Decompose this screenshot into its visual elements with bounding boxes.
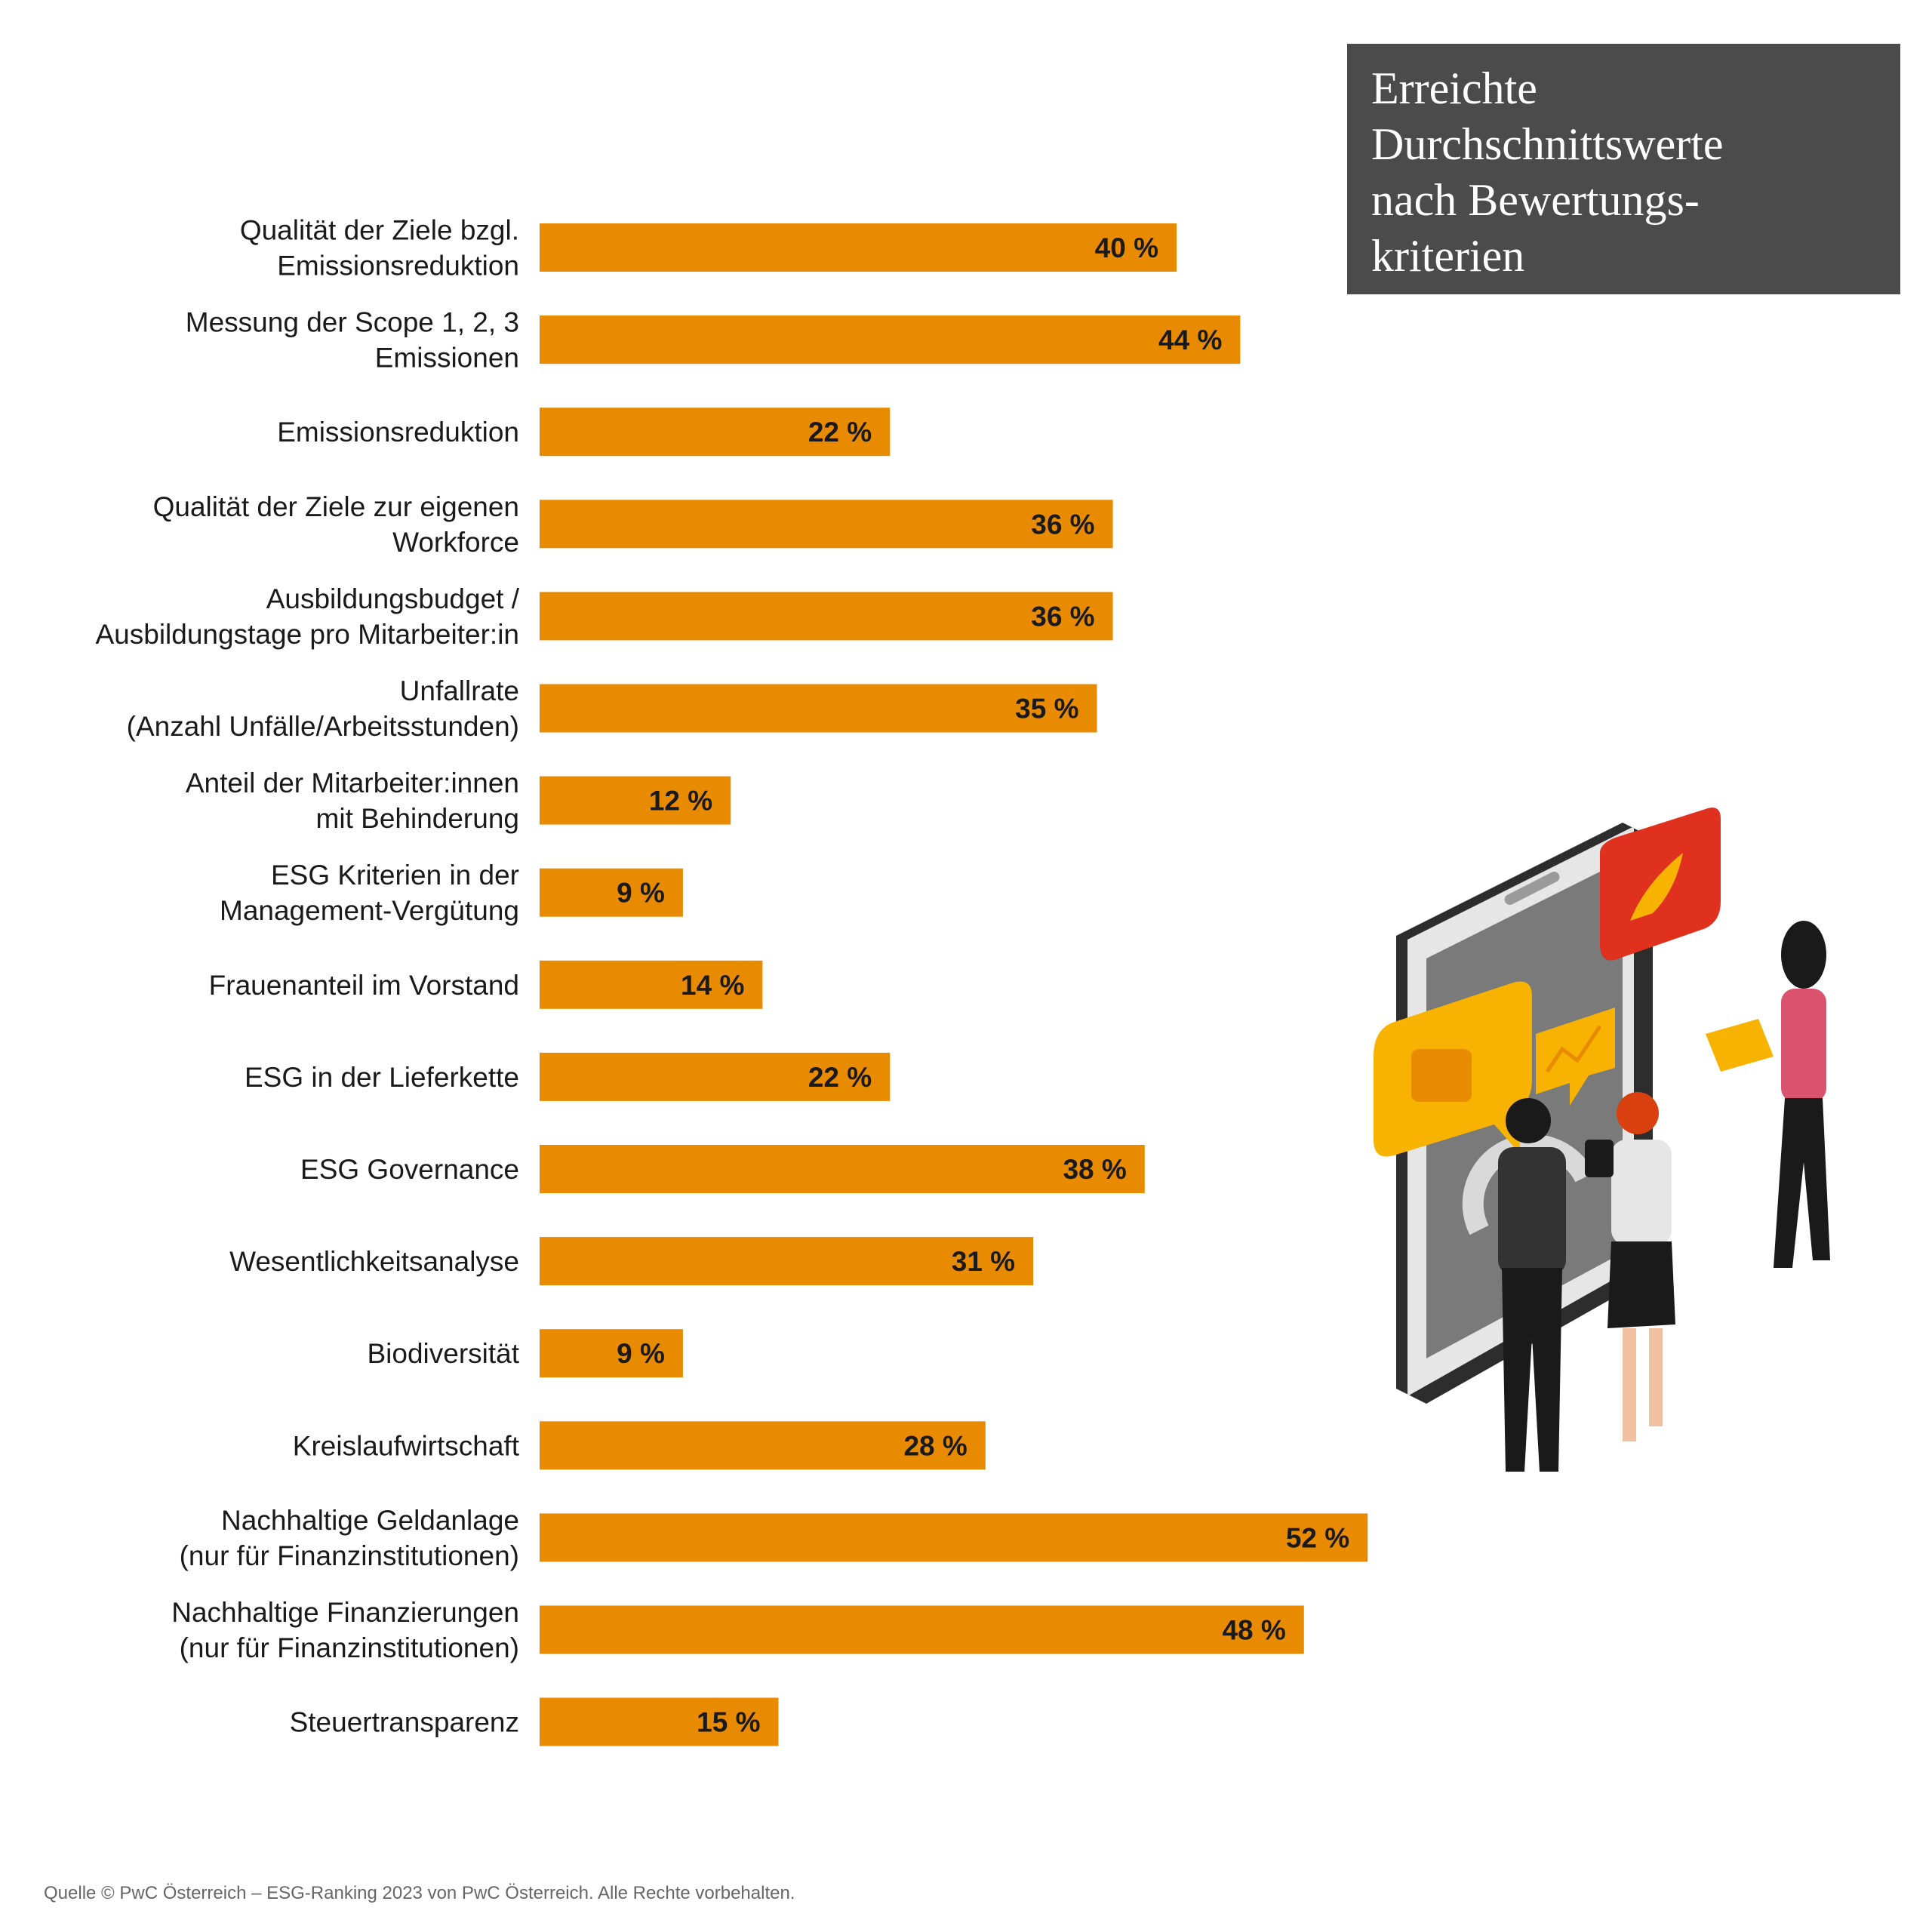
bar-2: [540, 315, 1241, 365]
value-label-8: 9 %: [617, 878, 665, 909]
bird-bubble-icon: [1600, 808, 1721, 961]
category-label-5-line-1: Ausbildungsbudget /: [266, 583, 520, 614]
value-label-2: 44 %: [1158, 325, 1222, 355]
value-label-17: 15 %: [697, 1707, 760, 1738]
bar-11: [540, 1145, 1145, 1193]
bar-12: [540, 1237, 1034, 1286]
bar-16: [540, 1605, 1304, 1654]
value-label-4: 36 %: [1031, 509, 1094, 540]
category-label-2-line-2: Emissionen: [375, 343, 519, 374]
value-label-9: 14 %: [681, 970, 744, 1001]
title-line-1: Erreichte: [1371, 63, 1537, 113]
category-label-3-line-1: Emissionsreduktion: [277, 417, 519, 448]
category-label-15-line-2: (nur für Finanzinstitutionen): [180, 1540, 519, 1571]
category-label-10-line-1: ESG in der Lieferkette: [245, 1062, 519, 1093]
bar-4: [540, 500, 1113, 549]
value-label-14: 28 %: [903, 1430, 967, 1461]
category-label-6-line-2: (Anzahl Unfälle/Arbeitsstunden): [127, 711, 519, 742]
category-label-14-line-1: Kreislaufwirtschaft: [293, 1430, 520, 1461]
title-line-2: Durchschnittswerte: [1371, 119, 1724, 169]
bar-15: [540, 1513, 1368, 1562]
category-label-1-line-2: Emissionsreduktion: [277, 251, 519, 281]
bar-14: [540, 1421, 986, 1470]
category-label-2-line-1: Messung der Scope 1, 2, 3: [186, 307, 519, 338]
value-label-10: 22 %: [808, 1062, 872, 1093]
category-label-4-line-1: Qualität der Ziele zur eigenen: [153, 491, 519, 522]
category-label-7-line-1: Anteil der Mitarbeiter:innen: [186, 768, 519, 798]
category-label-17-line-1: Steuertransparenz: [290, 1707, 519, 1738]
category-label-12-line-1: Wesentlichkeitsanalyse: [229, 1246, 519, 1277]
category-label-9-line-1: Frauenanteil im Vorstand: [209, 970, 519, 1001]
chart-bubble-icon: [1536, 1008, 1615, 1106]
bar-10: [540, 1052, 891, 1101]
smartphone-team-illustration: [1374, 808, 1830, 1472]
value-label-6: 35 %: [1015, 694, 1078, 724]
bar-1: [540, 223, 1177, 272]
value-label-3: 22 %: [808, 417, 872, 448]
value-label-7: 12 %: [649, 786, 712, 817]
person-man-icon: [1498, 1098, 1566, 1472]
value-label-15: 52 %: [1286, 1522, 1349, 1553]
bar-8: [540, 868, 683, 917]
thumbs-up-bubble-icon: [1374, 981, 1532, 1157]
category-label-16-line-2: (nur für Finanzinstitutionen): [180, 1632, 519, 1663]
category-label-4-line-2: Workforce: [392, 527, 519, 558]
bar-7: [540, 776, 731, 825]
value-label-13: 9 %: [617, 1338, 665, 1369]
value-label-5: 36 %: [1031, 601, 1094, 632]
bar-6: [540, 684, 1097, 733]
category-label-8-line-1: ESG Kriterien in der: [271, 860, 519, 891]
bar-17: [540, 1697, 779, 1746]
category-label-5-line-2: Ausbildungstage pro Mitarbeiter:in: [96, 619, 520, 650]
bar-13: [540, 1329, 683, 1378]
person-woman-white-icon: [1585, 1092, 1675, 1441]
category-label-1-line-1: Qualität der Ziele bzgl.: [240, 215, 519, 246]
category-label-11-line-1: ESG Governance: [300, 1154, 519, 1185]
category-label-8-line-2: Management-Vergütung: [220, 895, 519, 926]
value-label-11: 38 %: [1063, 1154, 1126, 1185]
category-label-15-line-1: Nachhaltige Geldanlage: [221, 1505, 519, 1536]
person-woman-pink-icon: [1706, 921, 1830, 1268]
title-line-3: nach Bewertungs-: [1371, 175, 1700, 225]
bar-3: [540, 408, 891, 457]
title-line-4: kriterien: [1371, 231, 1525, 281]
bar-5: [540, 592, 1113, 641]
category-label-16-line-1: Nachhaltige Finanzierungen: [171, 1597, 519, 1628]
source-footnote: Quelle © PwC Österreich – ESG-Ranking 20…: [44, 1883, 795, 1903]
chart-title-box: Erreichte Durchschnittswerte nach Bewert…: [1347, 44, 1900, 294]
category-label-13-line-1: Biodiversität: [367, 1338, 519, 1369]
category-label-6-line-1: Unfallrate: [400, 675, 519, 706]
value-label-12: 31 %: [952, 1246, 1015, 1277]
value-label-1: 40 %: [1095, 232, 1158, 263]
value-label-16: 48 %: [1222, 1615, 1285, 1646]
category-label-7-line-2: mit Behinderung: [316, 803, 519, 834]
bar-9: [540, 960, 763, 1009]
